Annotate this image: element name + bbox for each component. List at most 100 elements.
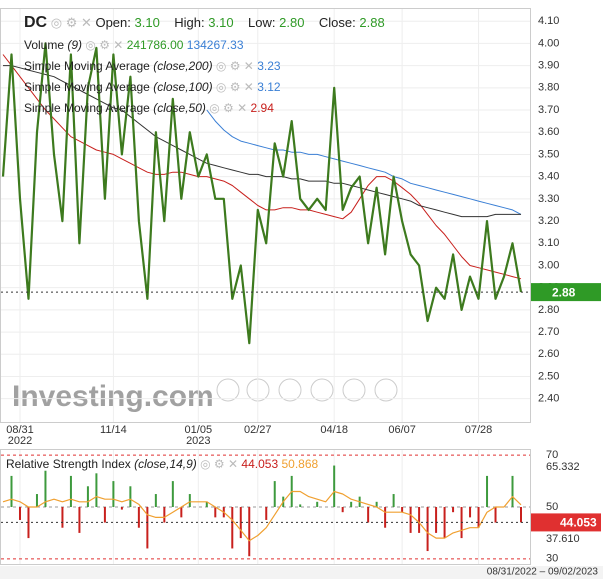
rsi-bar xyxy=(392,494,395,507)
rsi-bar xyxy=(299,504,302,507)
rsi-bar xyxy=(205,501,208,507)
rsi-bar xyxy=(435,507,438,533)
price-panel xyxy=(0,8,531,423)
y-tick-label: 30 xyxy=(546,553,558,565)
rsi-bar xyxy=(137,507,140,528)
x-tick-label: 06/07 xyxy=(388,424,416,436)
rsi-bar xyxy=(95,473,98,507)
sma-legend: Simple Moving Average (close,100) ◎ ⚙ ✕ … xyxy=(24,80,281,94)
legend-name: Simple Moving Average xyxy=(24,101,150,115)
rsi-bar xyxy=(384,507,387,528)
rsi-bar xyxy=(426,507,429,552)
rsi-bar xyxy=(27,507,30,539)
rsi-bar xyxy=(214,507,217,518)
ohlc-label: Low: xyxy=(248,15,276,30)
rsi-bar xyxy=(273,481,276,507)
last-price-box xyxy=(531,283,601,302)
rsi-bar xyxy=(486,475,489,507)
rsi-bar xyxy=(248,507,251,557)
rsi-bar xyxy=(188,494,191,507)
rsi-bar xyxy=(452,507,455,513)
date-range: 08/31/2022 – 09/02/2023 xyxy=(487,567,599,578)
rsi-bar xyxy=(78,507,81,533)
level-label: 37.610 xyxy=(546,533,580,545)
y-tick-label: 2.80 xyxy=(538,304,559,316)
y-tick-label: 4.10 xyxy=(538,15,559,27)
y-tick-label: 3.90 xyxy=(538,60,559,72)
rsi-bar xyxy=(69,475,72,507)
rsi-bar xyxy=(18,507,21,520)
ohlc-value: 2.80 xyxy=(279,15,305,30)
x-tick-year: 2022 xyxy=(8,435,32,447)
rsi-signal-line xyxy=(2,490,522,542)
y-tick-label: 3.30 xyxy=(538,193,559,205)
rsi-bar xyxy=(239,507,242,539)
legend-value: 241786.00 xyxy=(126,38,184,52)
rsi-bar xyxy=(367,507,370,523)
ohlc-value: 3.10 xyxy=(134,15,160,30)
rsi-bar xyxy=(418,507,421,533)
y-tick-label: 2.50 xyxy=(538,370,559,382)
y-tick-label: 2.60 xyxy=(538,348,559,360)
rsi-last-label: 44.053 xyxy=(560,516,597,530)
watermark: Investing.com xyxy=(12,380,214,413)
sma-legend: Simple Moving Average (close,50) ◎ ⚙ ✕ 2… xyxy=(24,101,274,115)
rsi-bar xyxy=(120,507,123,510)
y-tick-label: 3.10 xyxy=(538,237,559,249)
rsi-bar xyxy=(443,507,446,539)
y-tick-label: 70 xyxy=(546,449,558,461)
y-tick-label: 3.70 xyxy=(538,104,559,116)
header: DC ◎ ⚙ ✕ Open: 3.10 High: 3.10 Low: 2.80… xyxy=(24,14,385,31)
legend-params: (close,100) xyxy=(153,80,213,94)
rsi-bar xyxy=(477,507,480,528)
rsi-bar xyxy=(154,494,157,507)
price-line xyxy=(1,42,523,345)
rsi-bar xyxy=(494,507,497,523)
y-tick-label: 3.20 xyxy=(538,215,559,227)
legend-params: (9) xyxy=(67,38,83,52)
sma-line xyxy=(2,54,522,280)
rsi-legend: Relative Strength Index (close,14,9) ◎ ⚙… xyxy=(6,457,319,471)
rsi-bar xyxy=(333,465,336,507)
legend-value: 134267.33 xyxy=(186,38,244,52)
legend-value: 50.868 xyxy=(281,457,319,471)
x-tick-year: 2023 xyxy=(186,435,210,447)
ohlc-label: Open: xyxy=(95,15,131,30)
y-tick-label: 3.00 xyxy=(538,259,559,271)
rsi-bar xyxy=(231,507,234,549)
y-tick-label: 4.00 xyxy=(538,37,559,49)
rsi-bar xyxy=(86,486,89,507)
footer-bar xyxy=(0,566,603,579)
y-tick-label: 3.40 xyxy=(538,171,559,183)
rsi-bar xyxy=(180,507,183,518)
symbol: DC xyxy=(24,14,48,31)
x-tick-label: 07/28 xyxy=(465,424,493,436)
rsi-bar xyxy=(61,507,64,528)
ohlc-label: Close: xyxy=(318,15,356,30)
ohlc-value: 2.88 xyxy=(359,15,385,30)
sma-line xyxy=(3,65,521,218)
legend-params: (close,14,9) xyxy=(134,457,197,471)
x-tick-label: 08/31 xyxy=(6,424,34,436)
y-tick-label: 2.70 xyxy=(538,326,559,338)
rsi-bar xyxy=(163,507,166,523)
rsi-bar xyxy=(103,507,106,523)
rsi-bar xyxy=(146,507,149,549)
rsi-bar xyxy=(350,501,353,507)
y-tick-label: 2.40 xyxy=(538,393,559,405)
legend-name: Simple Moving Average xyxy=(24,80,150,94)
legend-name: Volume xyxy=(24,38,65,52)
rsi-bar xyxy=(511,475,514,507)
legend-params: (close,200) xyxy=(153,59,213,73)
sma-line xyxy=(206,109,522,215)
rsi-bar xyxy=(171,481,174,507)
rsi-bar xyxy=(129,486,132,507)
y-tick-label: 3.80 xyxy=(538,82,559,94)
x-tick-label: 02/27 xyxy=(244,424,272,436)
rsi-last-box xyxy=(531,513,601,532)
rsi-bar xyxy=(44,470,47,507)
sma-legend: Simple Moving Average (close,200) ◎ ⚙ ✕ … xyxy=(24,59,281,73)
legend-value: 44.053 xyxy=(241,457,279,471)
